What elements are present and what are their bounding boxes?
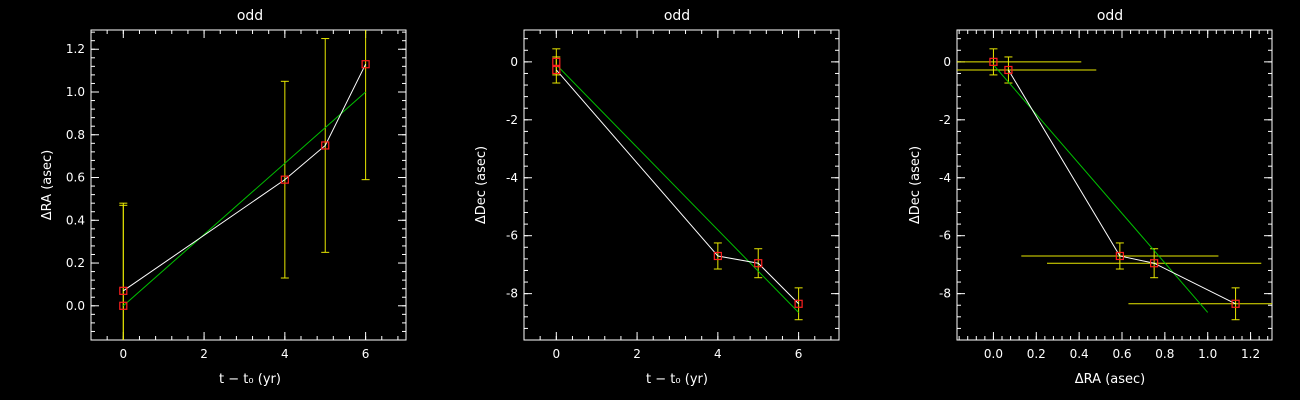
panel-title: odd bbox=[1097, 8, 1123, 24]
panel-title: odd bbox=[664, 8, 690, 24]
x-tick-label: 4 bbox=[281, 347, 289, 361]
y-tick-label: 0 bbox=[510, 55, 518, 69]
data-point bbox=[552, 57, 561, 66]
data-point bbox=[119, 301, 128, 310]
y-axis-label: ΔRA (asec) bbox=[40, 150, 55, 220]
data-point bbox=[1150, 259, 1159, 268]
fit-line bbox=[122, 91, 366, 307]
y-tick-label: 0.6 bbox=[66, 171, 85, 185]
y-tick-label: 0 bbox=[943, 55, 951, 69]
x-tick-label: 1.0 bbox=[1198, 347, 1217, 361]
data-point bbox=[119, 286, 128, 295]
y-tick-label: 0.8 bbox=[66, 128, 85, 142]
x-axis-label: ΔRA (asec) bbox=[1075, 372, 1145, 387]
data-point bbox=[989, 57, 998, 66]
x-tick-label: 0 bbox=[552, 347, 560, 361]
x-tick-label: 0 bbox=[119, 347, 127, 361]
y-tick-label: -8 bbox=[506, 287, 518, 301]
panel-dec-vs-time: odd t − t₀ (yr) ΔDec (asec) 0 2 4 6 0 -2 -4 -6 -… bbox=[474, 8, 840, 387]
x-tick-label: 6 bbox=[362, 347, 370, 361]
x-tick-label: 2 bbox=[200, 347, 208, 361]
data-layer bbox=[957, 48, 1272, 321]
y-tick-label: 0.2 bbox=[66, 256, 85, 270]
y-tick-label: -4 bbox=[506, 171, 518, 185]
x-tick-label: 1.2 bbox=[1241, 347, 1260, 361]
x-tick-label: 6 bbox=[795, 347, 803, 361]
y-tick-label: -8 bbox=[939, 287, 951, 301]
plot-frame bbox=[956, 29, 1273, 341]
panel-ra-vs-time: odd t − t₀ (yr) ΔRA (asec) 0 2 4 6 0.0 0.2 0.4… bbox=[40, 8, 407, 387]
x-tick-label: 4 bbox=[714, 347, 722, 361]
data-point bbox=[280, 175, 289, 184]
y-tick-label: -6 bbox=[939, 229, 951, 243]
plot-frame bbox=[90, 29, 407, 341]
fit-line bbox=[993, 64, 1209, 313]
data-point bbox=[361, 60, 370, 69]
y-tick-label: 1.0 bbox=[66, 85, 85, 99]
y-tick-label: 0.0 bbox=[66, 299, 85, 313]
y-tick-label: -2 bbox=[506, 113, 518, 127]
data-point bbox=[1231, 299, 1240, 308]
x-tick-label: 0.0 bbox=[984, 347, 1003, 361]
x-tick-label: 0.6 bbox=[1112, 347, 1131, 361]
fit-line bbox=[555, 64, 799, 313]
data-point bbox=[321, 141, 330, 150]
x-tick-label: 2 bbox=[633, 347, 641, 361]
data-layer bbox=[119, 30, 370, 340]
data-layer bbox=[552, 48, 803, 321]
data-point bbox=[552, 65, 561, 75]
x-axis-label: t − t₀ (yr) bbox=[219, 372, 281, 387]
data-point bbox=[1004, 65, 1013, 75]
connect-line bbox=[555, 69, 799, 305]
data-point bbox=[1115, 251, 1124, 261]
x-tick-label: 0.4 bbox=[1070, 347, 1089, 361]
x-axis-label: t − t₀ (yr) bbox=[646, 372, 708, 387]
panel-dec-vs-ra: odd ΔRA (asec) ΔDec (asec) 0.0 0.2 0.4 0.6 0… bbox=[908, 8, 1273, 387]
plot-frame bbox=[523, 29, 840, 341]
connect-line bbox=[1007, 69, 1236, 305]
x-tick-label: 0.2 bbox=[1027, 347, 1046, 361]
y-tick-label: 1.2 bbox=[66, 42, 85, 56]
y-tick-label: -4 bbox=[939, 171, 951, 185]
connect-line bbox=[123, 63, 367, 292]
x-tick-label: 0.8 bbox=[1155, 347, 1174, 361]
panel-title: odd bbox=[237, 8, 263, 24]
data-point bbox=[794, 299, 803, 308]
y-tick-label: -2 bbox=[939, 113, 951, 127]
y-axis-label: ΔDec (asec) bbox=[474, 146, 489, 224]
data-point bbox=[754, 259, 763, 268]
data-point bbox=[713, 251, 722, 261]
y-axis-label: ΔDec (asec) bbox=[908, 146, 923, 224]
y-tick-label: 0.4 bbox=[66, 213, 85, 227]
y-tick-label: -6 bbox=[506, 229, 518, 243]
